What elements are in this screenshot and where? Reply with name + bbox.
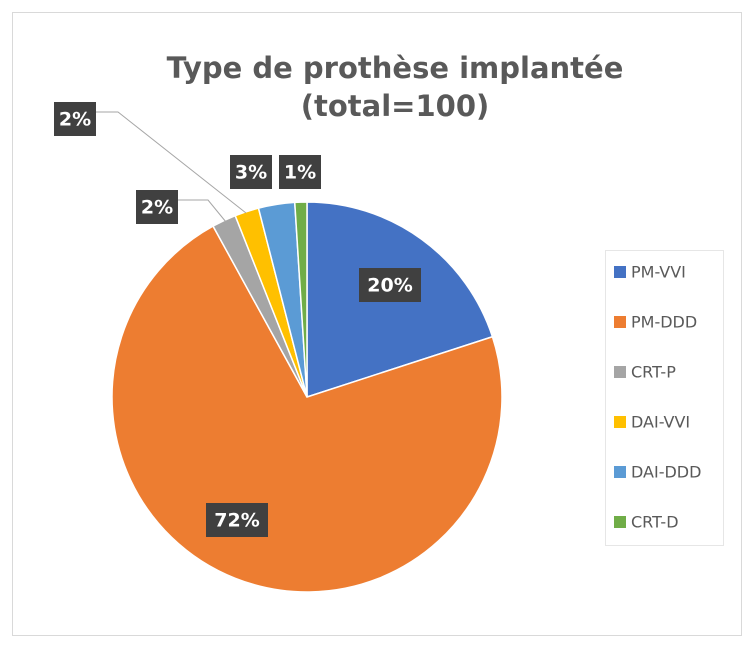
- data-label: 72%: [214, 510, 259, 532]
- data-label-box: [230, 155, 272, 189]
- legend-label: CRT-D: [631, 513, 679, 532]
- data-label-box: [359, 268, 421, 302]
- data-label-box: [54, 102, 96, 136]
- data-label: 1%: [284, 162, 316, 184]
- legend-swatch: [614, 366, 626, 378]
- legend-swatch: [614, 516, 626, 528]
- legend-label: PM-DDD: [631, 313, 697, 332]
- data-label: 3%: [235, 162, 267, 184]
- legend-swatch: [614, 266, 626, 278]
- legend-label: DAI-DDD: [631, 463, 701, 482]
- legend-label: DAI-VVI: [631, 413, 690, 432]
- data-label: 2%: [59, 109, 91, 131]
- legend-swatch: [614, 466, 626, 478]
- pie-slice: [293, 201, 308, 398]
- leader-line: [96, 111, 247, 214]
- legend-swatch: [614, 316, 626, 328]
- chart-title: Type de prothèse implantée: [167, 51, 624, 85]
- legend-swatch: [614, 416, 626, 428]
- legend-label: CRT-P: [631, 363, 676, 382]
- data-label: 2%: [141, 197, 173, 219]
- data-label-box: [279, 155, 321, 189]
- legend-label: PM-VVI: [631, 263, 686, 282]
- pie-slice: [111, 225, 503, 593]
- data-label: 20%: [367, 275, 412, 297]
- data-label-box: [206, 503, 268, 537]
- leader-line: [178, 199, 227, 223]
- data-label-box: [136, 190, 178, 224]
- legend-box: [605, 250, 724, 546]
- chart-title: (total=100): [301, 89, 490, 123]
